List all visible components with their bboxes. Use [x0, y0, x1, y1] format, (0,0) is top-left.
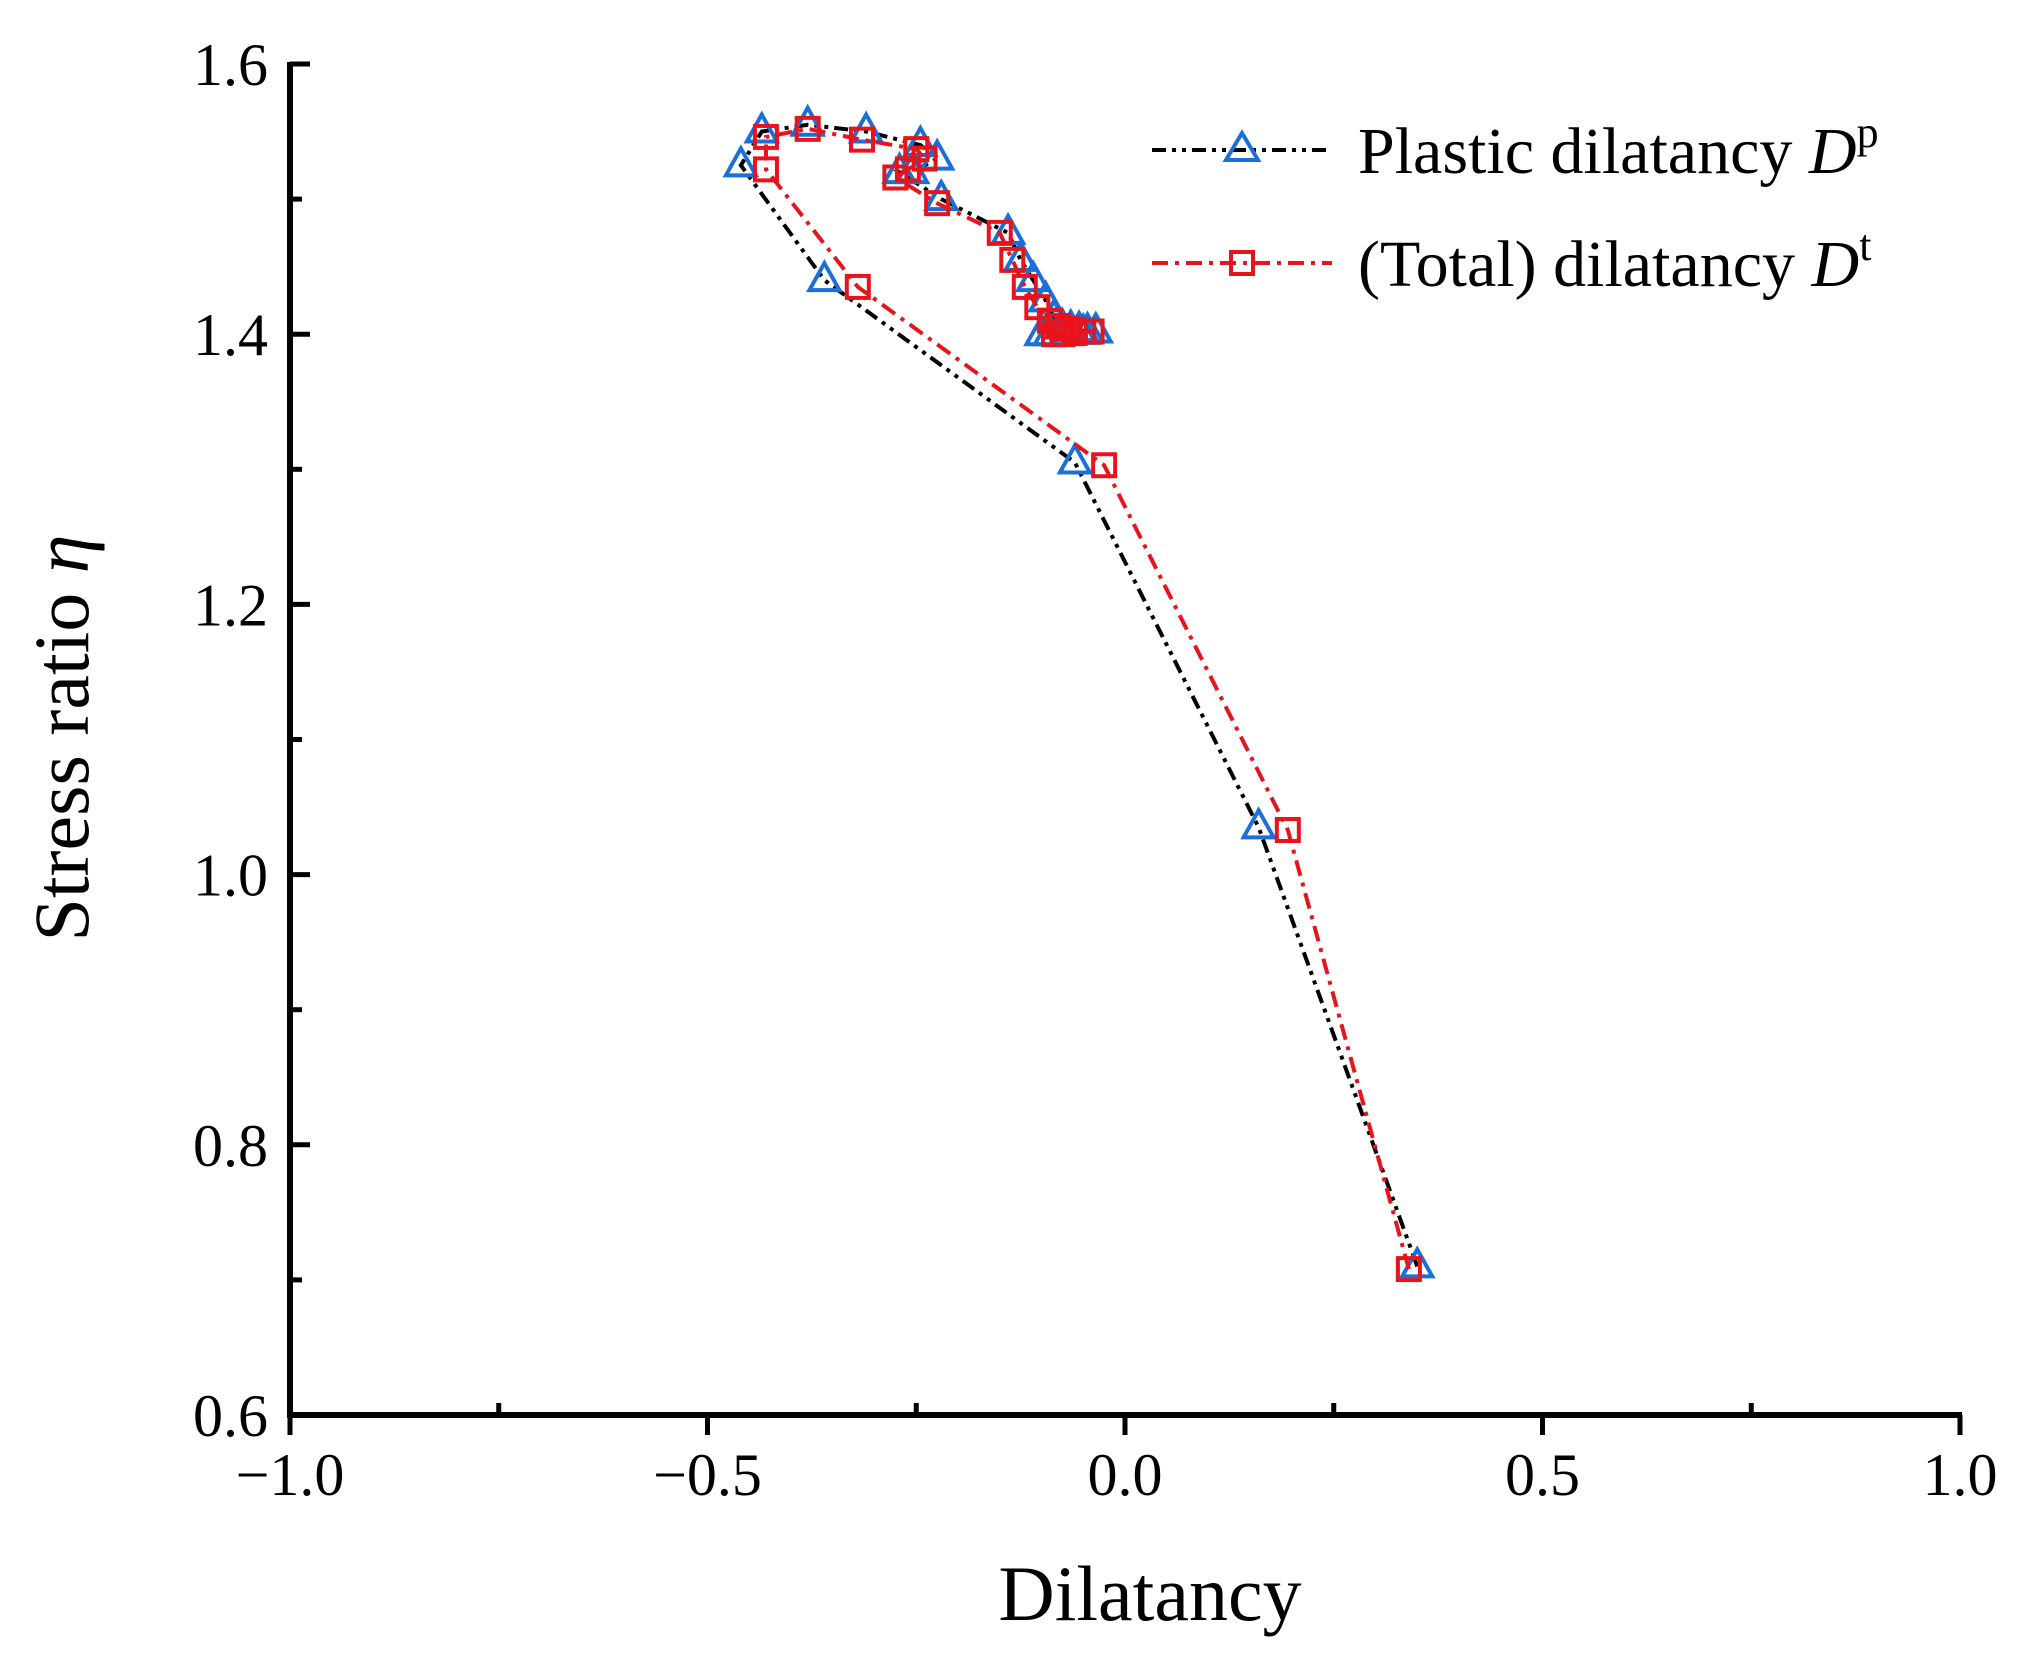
y-tick-label: 0.6 [193, 1383, 268, 1449]
x-tick-label: −0.5 [653, 1442, 762, 1508]
y-tick-label: 1.4 [193, 302, 268, 368]
data-point-square [848, 126, 875, 153]
x-tick-label: 0.5 [1505, 1442, 1580, 1508]
data-point-square [924, 190, 951, 217]
y-axis-title-symbol: η [18, 535, 105, 574]
series-total [752, 115, 1422, 1283]
data-point-triangle [743, 110, 781, 144]
legend: Plastic dilatancy Dp (Total) dilatancy D… [1152, 108, 1879, 301]
x-axis-title: Dilatancy [998, 1550, 1301, 1637]
x-tick-label: −1.0 [236, 1442, 345, 1508]
data-point-triangle [722, 144, 760, 178]
data-point-triangle [1056, 441, 1094, 475]
legend-item-total: (Total) dilatancy Dt [1152, 221, 1871, 301]
ticks-layer: −1.0 −0.5 0.0 0.5 1.0 0.6 0.8 1.0 1.2 1.4 1.6 [193, 32, 1998, 1508]
y-tick-label: 1.0 [193, 843, 268, 909]
legend-label-plastic: Plastic dilatancy Dp [1358, 108, 1879, 188]
data-point-triangle [789, 103, 827, 137]
y-tick-label: 1.2 [193, 572, 268, 638]
data-point-square [794, 115, 821, 142]
y-axis-title-text: Stress ratio [18, 593, 105, 942]
legend-label-plastic-sup: p [1857, 108, 1879, 157]
legend-label-plastic-symbol: D [1808, 115, 1857, 188]
data-point-square [1274, 817, 1301, 844]
legend-label-total-sup: t [1859, 221, 1871, 270]
data-point-triangle [806, 259, 843, 293]
y-tick-label: 1.6 [193, 32, 268, 98]
data-point-square [1078, 318, 1105, 345]
legend-item-plastic: Plastic dilatancy Dp [1152, 108, 1879, 188]
x-tick-label: 0.0 [1088, 1442, 1163, 1508]
legend-label-total-name: (Total) dilatancy [1358, 228, 1795, 301]
y-tick-label: 0.8 [193, 1113, 268, 1179]
legend-label-plastic-name: Plastic dilatancy [1358, 115, 1792, 188]
data-point-square [1395, 1256, 1422, 1283]
series-line [738, 122, 1420, 1268]
legend-label-total-symbol: D [1811, 228, 1860, 301]
data-point-square [882, 164, 909, 191]
data-point-square [999, 246, 1026, 273]
y-axis-title: Stress ratio η [18, 535, 105, 942]
data-point-square [986, 219, 1013, 246]
data-point-square [844, 273, 871, 300]
series-layer [722, 103, 1436, 1283]
data-point-square [1041, 321, 1068, 348]
data-point-square [752, 156, 779, 183]
x-tick-label: 1.0 [1923, 1442, 1998, 1508]
legend-label-total: (Total) dilatancy Dt [1358, 221, 1871, 301]
data-point-square [752, 123, 779, 150]
data-point-triangle [1240, 806, 1277, 840]
data-point-square [1091, 452, 1118, 479]
legend-marker-total [1229, 250, 1255, 276]
series-plastic [722, 103, 1436, 1279]
data-point-square [1045, 313, 1072, 340]
data-point-triangle [1398, 1245, 1436, 1279]
legend-marker-plastic [1222, 129, 1262, 162]
